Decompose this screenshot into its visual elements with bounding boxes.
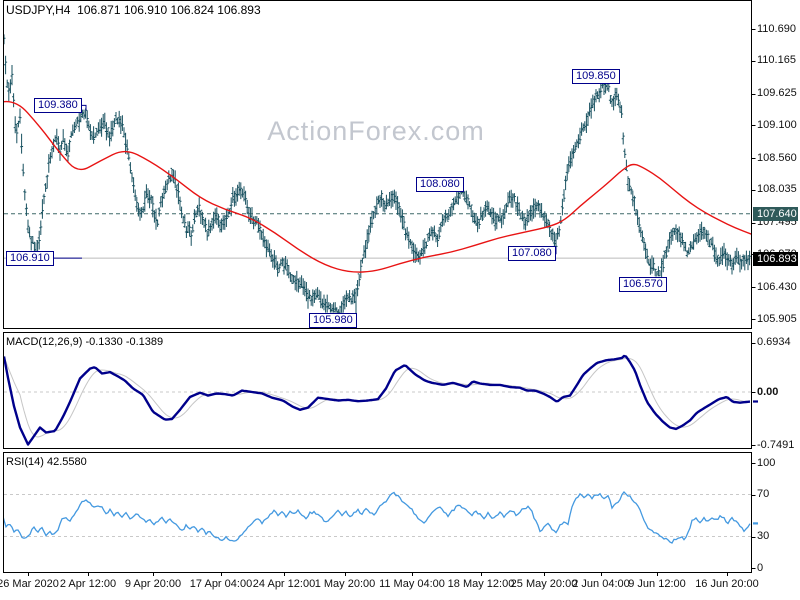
swing-price-label: 109.850 [572,69,620,85]
swing-price-label: 106.570 [619,277,667,293]
macd-axis-tick-label: 0.00 [757,385,779,398]
macd-axis-tick-label: -0.7491 [757,438,795,451]
x-axis-tick-label: 24 Apr 12:00 [252,578,316,590]
y-axis-tick-label: 110.690 [757,22,796,35]
price-bars [4,34,751,316]
x-axis-tick-label: 9 Apr 20:00 [124,578,182,590]
panel-border [3,452,752,573]
resistance-price-tag: 107.640 [753,206,798,221]
macd-current-dash [753,400,758,403]
y-axis-tick-label: 109.100 [757,118,797,131]
swing-price-label: 106.910 [6,250,54,266]
x-axis-tick-label: 2 Jun 04:00 [572,578,630,590]
x-axis-tick-label: 11 May 04:00 [379,578,445,590]
swing-price-label: 105.980 [309,312,357,328]
x-axis-tick-label: 9 Jun 12:00 [628,578,686,590]
x-axis-tick-label: 26 Mar 2020 [0,578,59,590]
macd-axis-tick-label: 0.6934 [757,336,791,349]
y-axis-tick-label: 105.905 [757,312,797,325]
y-axis-tick-label: 106.430 [757,280,797,293]
macd-indicator-label: MACD(12,26,9) -0.1330 -0.1389 [6,336,164,348]
moving-average-line [4,100,751,273]
y-axis-tick-label: 108.560 [757,151,797,164]
x-axis-tick-label: 17 Apr 04:00 [189,578,253,590]
rsi-line [4,491,751,544]
x-axis-tick-label: 2 Apr 12:00 [59,578,117,590]
x-axis-tick-label: 1 May 20:00 [314,578,376,590]
y-axis-tick-label: 109.625 [757,87,797,99]
rsi-axis-tick-label: 0 [757,561,764,574]
panel-border [3,332,752,449]
current-price-tag: 106.893 [753,252,798,267]
rsi-axis-tick-label: 30 [757,530,770,542]
rsi-axis-tick-label: 70 [757,488,770,500]
swing-price-label: 109.380 [34,97,82,113]
x-axis-tick-label: 25 May 20:00 [510,578,578,590]
macd-signal-line [4,356,751,438]
panel-border [3,0,752,329]
rsi-indicator-label: RSI(14) 42.5580 [6,456,87,468]
symbol-ohlc-title: USDJPY,H4 106.871 106.910 106.824 106.89… [6,3,261,17]
swing-price-label: 107.080 [508,246,556,262]
time-axis[interactable]: 26 Mar 2020 2 Apr 12:00 9 Apr 20:00 17 Apr … [0,572,759,600]
macd-main-line [4,354,751,446]
watermark: ActionForex.com [267,116,485,146]
swing-price-label: 108.080 [416,176,464,192]
rsi-current-dash [753,522,758,525]
y-axis-tick-label: 110.165 [757,54,796,67]
rsi-axis-tick-label: 100 [757,456,776,469]
x-axis-tick-label: 18 May 12:00 [447,578,515,590]
x-axis-tick-label: 16 Jun 20:00 [695,578,759,590]
y-axis-tick-label: 108.035 [757,183,797,196]
price-axis[interactable]: 110.690 110.165 109.625 109.100 108.560 108.0… [752,0,800,574]
